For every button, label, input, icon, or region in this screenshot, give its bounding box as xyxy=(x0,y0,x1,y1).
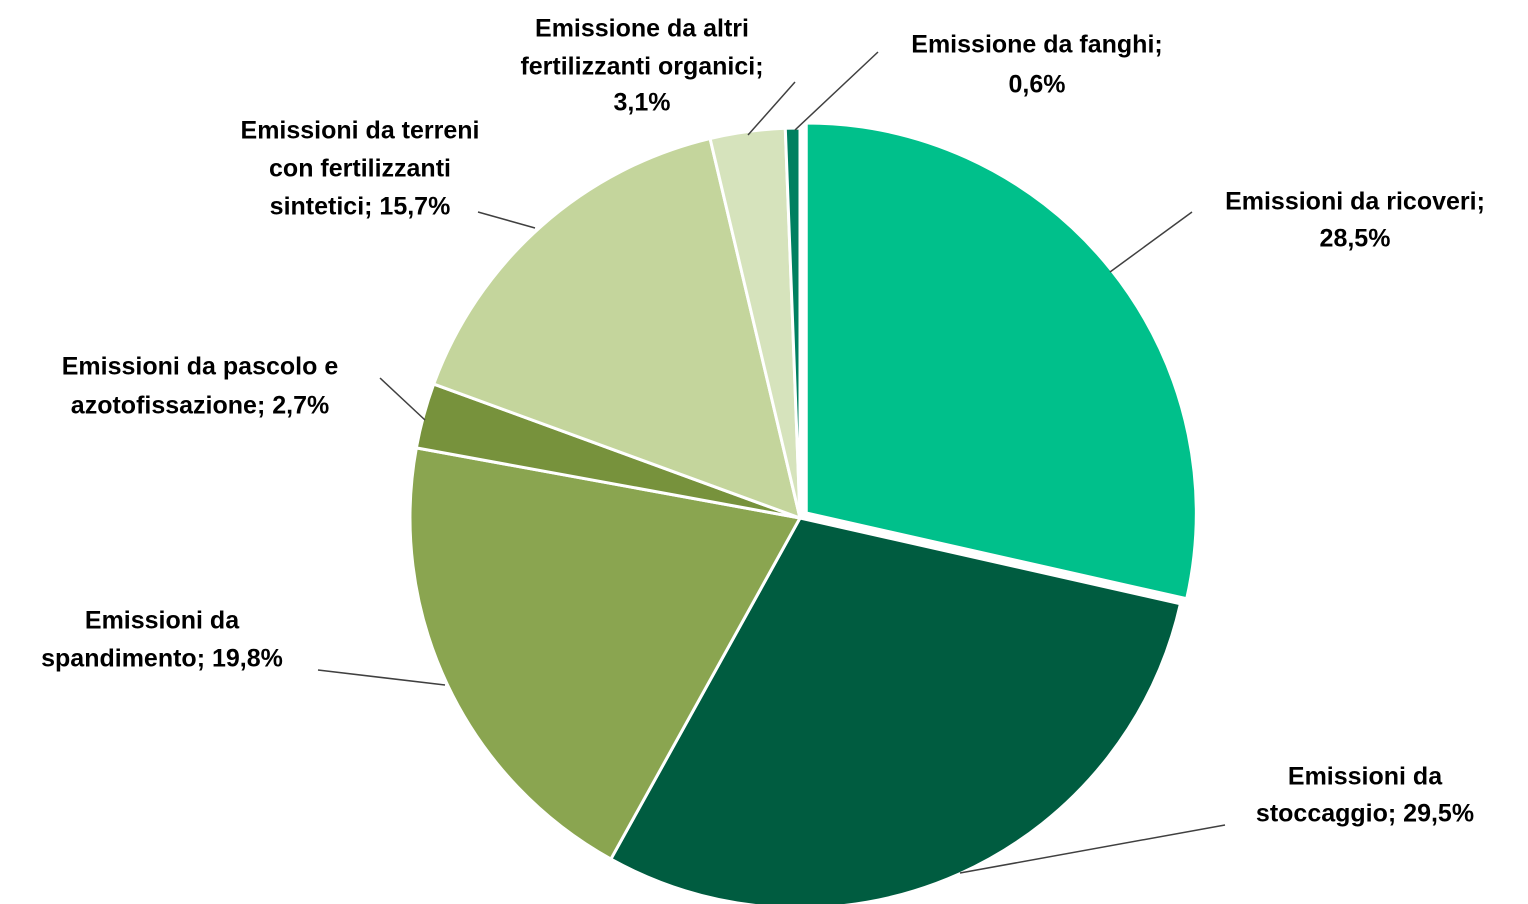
pie-slice xyxy=(432,137,802,520)
data-label: 0,6% xyxy=(1009,71,1066,99)
pie-slice xyxy=(804,121,1198,601)
leader-line xyxy=(477,211,536,229)
data-label: Emissioni da ricoveri; xyxy=(1225,188,1485,216)
data-label: con fertilizzanti xyxy=(269,155,451,183)
data-label: Emissioni da terreni xyxy=(241,117,480,145)
leader-line xyxy=(747,81,796,136)
data-label: 3,1% xyxy=(614,89,671,117)
leader-line xyxy=(959,824,1226,874)
data-label: Emissione da altri xyxy=(535,15,749,43)
data-label: fertilizzanti organici; xyxy=(520,53,763,81)
data-label: Emissioni da xyxy=(1288,763,1443,791)
data-label: spandimento; 19,8% xyxy=(41,645,283,673)
data-label: sintetici; 15,7% xyxy=(270,193,451,221)
data-label: Emissioni da xyxy=(85,607,240,635)
pie-slice xyxy=(408,446,802,861)
pie-slice xyxy=(609,516,1182,904)
leader-line xyxy=(794,51,879,131)
data-label: stoccaggio; 29,5% xyxy=(1256,800,1474,828)
data-label: Emissioni da pascolo e xyxy=(62,353,339,381)
data-label: 28,5% xyxy=(1320,225,1391,253)
leader-line xyxy=(379,377,426,421)
pie-slice xyxy=(783,126,802,520)
leader-line xyxy=(317,669,446,686)
leader-line xyxy=(1109,211,1193,273)
data-label: azotofissazione; 2,7% xyxy=(71,392,329,420)
data-label: Emissione da fanghi; xyxy=(911,31,1162,59)
